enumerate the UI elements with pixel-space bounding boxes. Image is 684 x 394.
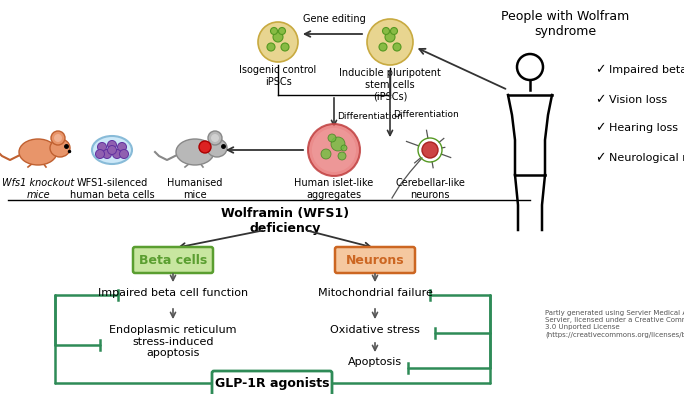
Text: Neurons: Neurons <box>345 253 404 266</box>
Circle shape <box>273 32 283 42</box>
Text: ✓: ✓ <box>595 93 605 106</box>
Circle shape <box>308 124 360 176</box>
Text: Gene editing: Gene editing <box>302 14 365 24</box>
Text: ✓: ✓ <box>595 121 605 134</box>
Circle shape <box>391 28 397 35</box>
Circle shape <box>120 149 129 158</box>
Circle shape <box>341 145 347 151</box>
Ellipse shape <box>176 139 214 165</box>
Text: Inducible pluripotent
stem cells
(iPSCs): Inducible pluripotent stem cells (iPSCs) <box>339 68 441 101</box>
Circle shape <box>270 28 278 35</box>
Circle shape <box>211 134 219 142</box>
Text: Wolframin (WFS1)
deficiency: Wolframin (WFS1) deficiency <box>221 207 349 235</box>
Circle shape <box>267 43 275 51</box>
Circle shape <box>312 128 356 172</box>
Text: Apoptosis: Apoptosis <box>348 357 402 367</box>
Text: Neurological manifestations: Neurological manifestations <box>609 153 684 163</box>
Text: Partly generated using Servier Medical Art, provided by
Servier, licensed under : Partly generated using Servier Medical A… <box>545 310 684 338</box>
Text: Oxidative stress: Oxidative stress <box>330 325 420 335</box>
Text: Impaired beta cell function: Impaired beta cell function <box>98 288 248 298</box>
Circle shape <box>118 143 127 152</box>
Circle shape <box>331 137 345 151</box>
Text: Differentiation: Differentiation <box>393 110 459 119</box>
Text: Vision loss: Vision loss <box>609 95 667 105</box>
Circle shape <box>379 43 387 51</box>
Ellipse shape <box>50 139 70 157</box>
Ellipse shape <box>92 136 132 164</box>
FancyBboxPatch shape <box>335 247 415 273</box>
Text: Cerebellar-like
neurons: Cerebellar-like neurons <box>395 178 465 200</box>
Text: ✓: ✓ <box>595 152 605 165</box>
Circle shape <box>321 149 331 159</box>
Text: ✓: ✓ <box>595 63 605 76</box>
FancyBboxPatch shape <box>133 247 213 273</box>
Text: GLP-1R agonists: GLP-1R agonists <box>215 377 329 390</box>
Circle shape <box>393 43 401 51</box>
Text: WFS1-silenced
human beta cells: WFS1-silenced human beta cells <box>70 178 155 200</box>
Text: Impaired beta cell function: Impaired beta cell function <box>609 65 684 75</box>
Text: Human islet-like
aggregates: Human islet-like aggregates <box>294 178 373 200</box>
Text: Humanised
mice: Humanised mice <box>168 178 223 200</box>
Text: Endoplasmic reticulum
stress-induced
apoptosis: Endoplasmic reticulum stress-induced apo… <box>109 325 237 358</box>
Circle shape <box>208 131 222 145</box>
Circle shape <box>199 141 211 153</box>
Circle shape <box>107 145 116 154</box>
Circle shape <box>338 152 346 160</box>
Circle shape <box>96 149 105 158</box>
Circle shape <box>51 131 65 145</box>
Circle shape <box>422 142 438 158</box>
Circle shape <box>103 149 111 158</box>
Circle shape <box>382 28 389 35</box>
Circle shape <box>278 28 285 35</box>
Text: Hearing loss: Hearing loss <box>609 123 678 133</box>
Circle shape <box>281 43 289 51</box>
Circle shape <box>328 134 336 142</box>
Text: Isogenic control
iPSCs: Isogenic control iPSCs <box>239 65 317 87</box>
Text: People with Wolfram
syndrome: People with Wolfram syndrome <box>501 10 629 38</box>
Circle shape <box>98 143 107 152</box>
Circle shape <box>385 32 395 42</box>
Ellipse shape <box>207 139 227 157</box>
Text: Beta cells: Beta cells <box>139 253 207 266</box>
Circle shape <box>367 19 413 65</box>
Circle shape <box>258 22 298 62</box>
Text: Mitochondrial failure: Mitochondrial failure <box>317 288 432 298</box>
Circle shape <box>107 141 116 149</box>
Circle shape <box>112 149 122 158</box>
FancyBboxPatch shape <box>212 371 332 394</box>
Text: Differentiation: Differentiation <box>337 112 403 121</box>
Ellipse shape <box>19 139 57 165</box>
Text: Wfs1 knockout
mice: Wfs1 knockout mice <box>2 178 74 200</box>
Circle shape <box>54 134 62 142</box>
